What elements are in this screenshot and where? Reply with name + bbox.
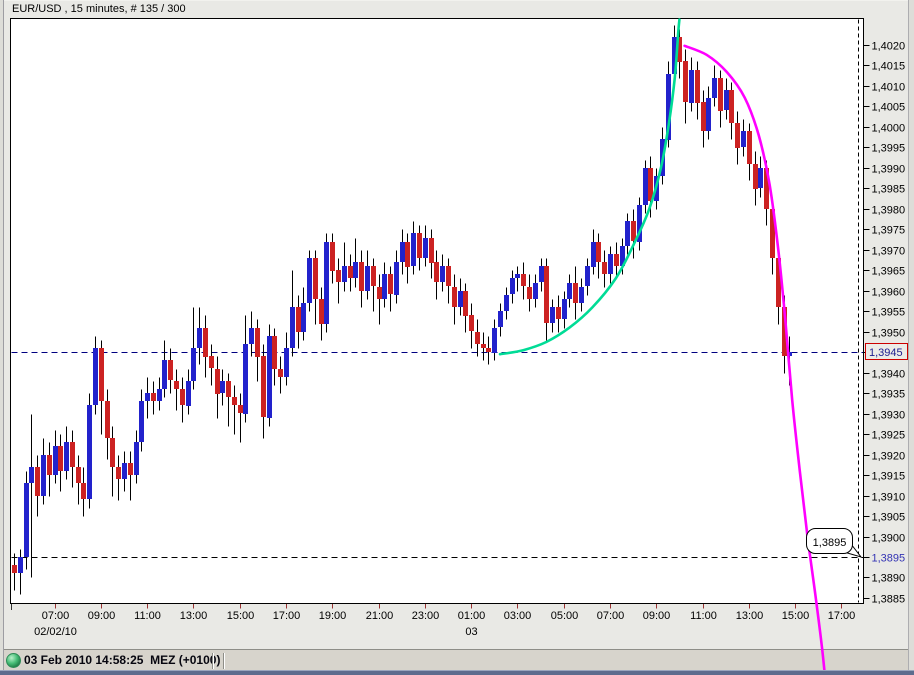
window-top-border xyxy=(0,0,914,1)
window-right-border xyxy=(909,0,914,671)
chart-plot-area[interactable] xyxy=(11,19,863,603)
window-right-border-line xyxy=(908,0,909,671)
chart-title: EUR/USD , 15 minutes, # 135 / 300 xyxy=(12,3,186,15)
connection-status-icon xyxy=(6,653,21,668)
price-scale[interactable] xyxy=(864,18,910,604)
window-left-border-line xyxy=(3,0,4,671)
window-left-border xyxy=(0,0,3,671)
status-bar: 03 Feb 2010 14:58:25 MEZ (+0100) xyxy=(0,649,914,672)
window-bottom-border xyxy=(0,670,914,675)
time-scale[interactable] xyxy=(10,604,864,646)
status-separator xyxy=(223,653,225,669)
status-separator xyxy=(212,653,214,669)
status-clock: 03 Feb 2010 14:58:25 MEZ (+0100) xyxy=(24,653,221,667)
